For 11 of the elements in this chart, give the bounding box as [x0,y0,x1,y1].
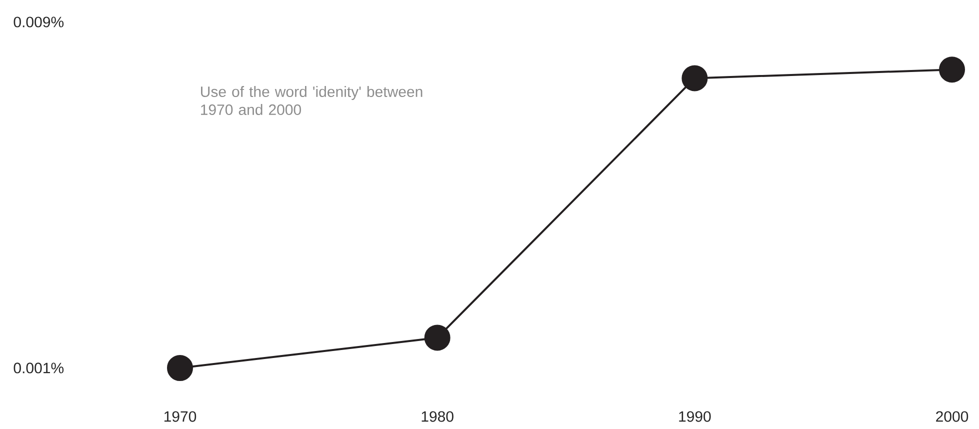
x-tick-label: 2000 [936,411,968,422]
x-tick-label: 1980 [422,411,454,422]
x-tick-label: 1970 [164,411,196,422]
x-tick-label: 1990 [679,411,711,422]
point [939,56,965,83]
point [424,324,450,351]
point [167,355,193,381]
y-tick-label: 0.001% [14,362,64,374]
point [682,65,708,92]
y-tick-label: 0.009% [14,16,64,28]
text: Use of the word 'idenity' between 1970 and 2000 [201,86,422,116]
